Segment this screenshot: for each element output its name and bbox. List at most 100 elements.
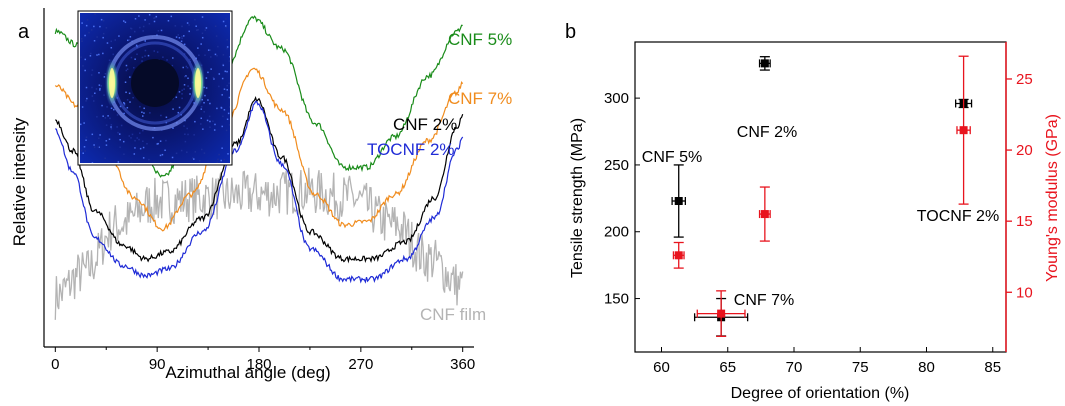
inset-speckle — [218, 85, 220, 88]
inset-speckle — [200, 148, 203, 151]
series-line-cnf-film — [54, 167, 464, 320]
inset-speckle — [123, 103, 126, 105]
inset-speckle — [181, 35, 183, 38]
inset-speckle — [193, 134, 195, 136]
inset-speckle — [83, 146, 86, 148]
x-tick-label: 90 — [149, 356, 166, 373]
inset-speckle — [92, 100, 95, 102]
x-tick-label: 0 — [51, 356, 59, 373]
inset-speckle — [157, 142, 159, 145]
inset-speckle — [136, 53, 138, 56]
inset-speckle — [201, 16, 204, 18]
inset-speckle — [142, 140, 144, 143]
inset-speckle — [218, 73, 221, 75]
inset-speckle — [102, 36, 104, 39]
inset-speckle — [83, 122, 85, 124]
x-tick-label: 60 — [653, 359, 670, 376]
inset-speckle — [160, 29, 163, 32]
panel-a-label: a — [18, 21, 30, 43]
inset-speckle — [136, 137, 138, 139]
inset-speckle — [81, 22, 83, 24]
inset-speckle — [134, 58, 136, 60]
inset-speckle — [209, 120, 211, 123]
inset-speckle — [129, 36, 132, 38]
inset-speckle — [178, 91, 181, 93]
x-tick-label: 80 — [918, 359, 935, 376]
inset-speckle — [224, 25, 227, 27]
inset-speckle — [149, 112, 151, 114]
inset-speckle — [170, 15, 173, 18]
inset-speckle — [207, 99, 209, 101]
inset-speckle — [181, 37, 183, 40]
inset-speckle — [103, 94, 105, 96]
inset-speckle — [98, 146, 100, 148]
inset-speckle — [141, 60, 143, 62]
inset-speckle — [220, 107, 223, 109]
inset-speckle — [154, 17, 156, 19]
inset-speckle — [207, 71, 209, 74]
inset-speckle — [226, 70, 228, 73]
inset-speckle — [101, 104, 103, 107]
inset-speckle — [90, 74, 93, 76]
inset-speckle — [142, 146, 145, 149]
inset-speckle — [141, 111, 143, 114]
inset-speckle — [125, 91, 127, 94]
inset-speckle — [166, 59, 168, 61]
inset-speckle — [85, 86, 88, 89]
inset-speckle — [138, 15, 140, 17]
inset-speckle — [228, 96, 230, 99]
x-tick-label: 270 — [348, 356, 373, 373]
inset-speckle — [138, 138, 140, 141]
inset-speckle — [186, 127, 188, 130]
inset-speckle — [147, 54, 150, 57]
inset-speckle — [123, 112, 125, 115]
inset-speckle — [143, 112, 145, 114]
inset-speckle — [181, 93, 183, 95]
inset-speckle — [156, 51, 159, 53]
inset-speckle — [148, 158, 150, 161]
inset-speckle — [110, 127, 113, 130]
inset-speckle — [102, 115, 104, 117]
inset-speckle — [191, 157, 194, 159]
inset-speckle — [161, 153, 164, 156]
inset-speckle — [185, 65, 188, 68]
inset-speckle — [102, 52, 104, 55]
inset-speckle — [214, 53, 217, 56]
panel-b-frame — [634, 41, 1007, 353]
inset-speckle — [175, 96, 178, 99]
inset-speckle — [84, 69, 86, 72]
inset-speckle — [144, 40, 147, 42]
inset-speckle — [128, 39, 131, 41]
inset-speckle — [129, 76, 131, 78]
inset-speckle — [217, 45, 219, 48]
inset-speckle — [213, 129, 216, 131]
inset-speckle — [128, 92, 131, 95]
inset-speckle — [152, 136, 154, 139]
inset-speckle — [117, 131, 119, 134]
inset-speckle — [205, 77, 208, 79]
inset-speckle — [222, 64, 225, 67]
panel-a-x-axis-title: Azimuthal angle (deg) — [165, 363, 330, 382]
inset-speckle — [203, 152, 206, 154]
inset-speckle — [99, 89, 101, 91]
inset-speckle — [225, 129, 228, 132]
inset-speckle — [207, 49, 210, 51]
series-line-tocnf-2- — [55, 100, 464, 284]
inset-speckle — [120, 124, 123, 127]
inset-speckle — [218, 153, 220, 156]
data-point-right-axis — [672, 241, 685, 269]
inset-speckle — [80, 123, 82, 126]
inset-speckle — [200, 123, 202, 125]
inset-speckle — [104, 117, 107, 119]
inset-speckle — [221, 125, 223, 128]
inset-speckle — [184, 140, 187, 143]
inset-speckle — [110, 46, 113, 49]
y-tick-label: 250 — [604, 157, 629, 174]
inset-speckle — [85, 100, 87, 102]
inset-speckle — [98, 84, 101, 86]
inset-speckle — [124, 81, 127, 83]
inset-speckle — [216, 107, 218, 110]
panel-b-y2-axis-title: Young's modulus (GPa) — [1044, 114, 1061, 282]
inset-speckle — [91, 69, 94, 71]
